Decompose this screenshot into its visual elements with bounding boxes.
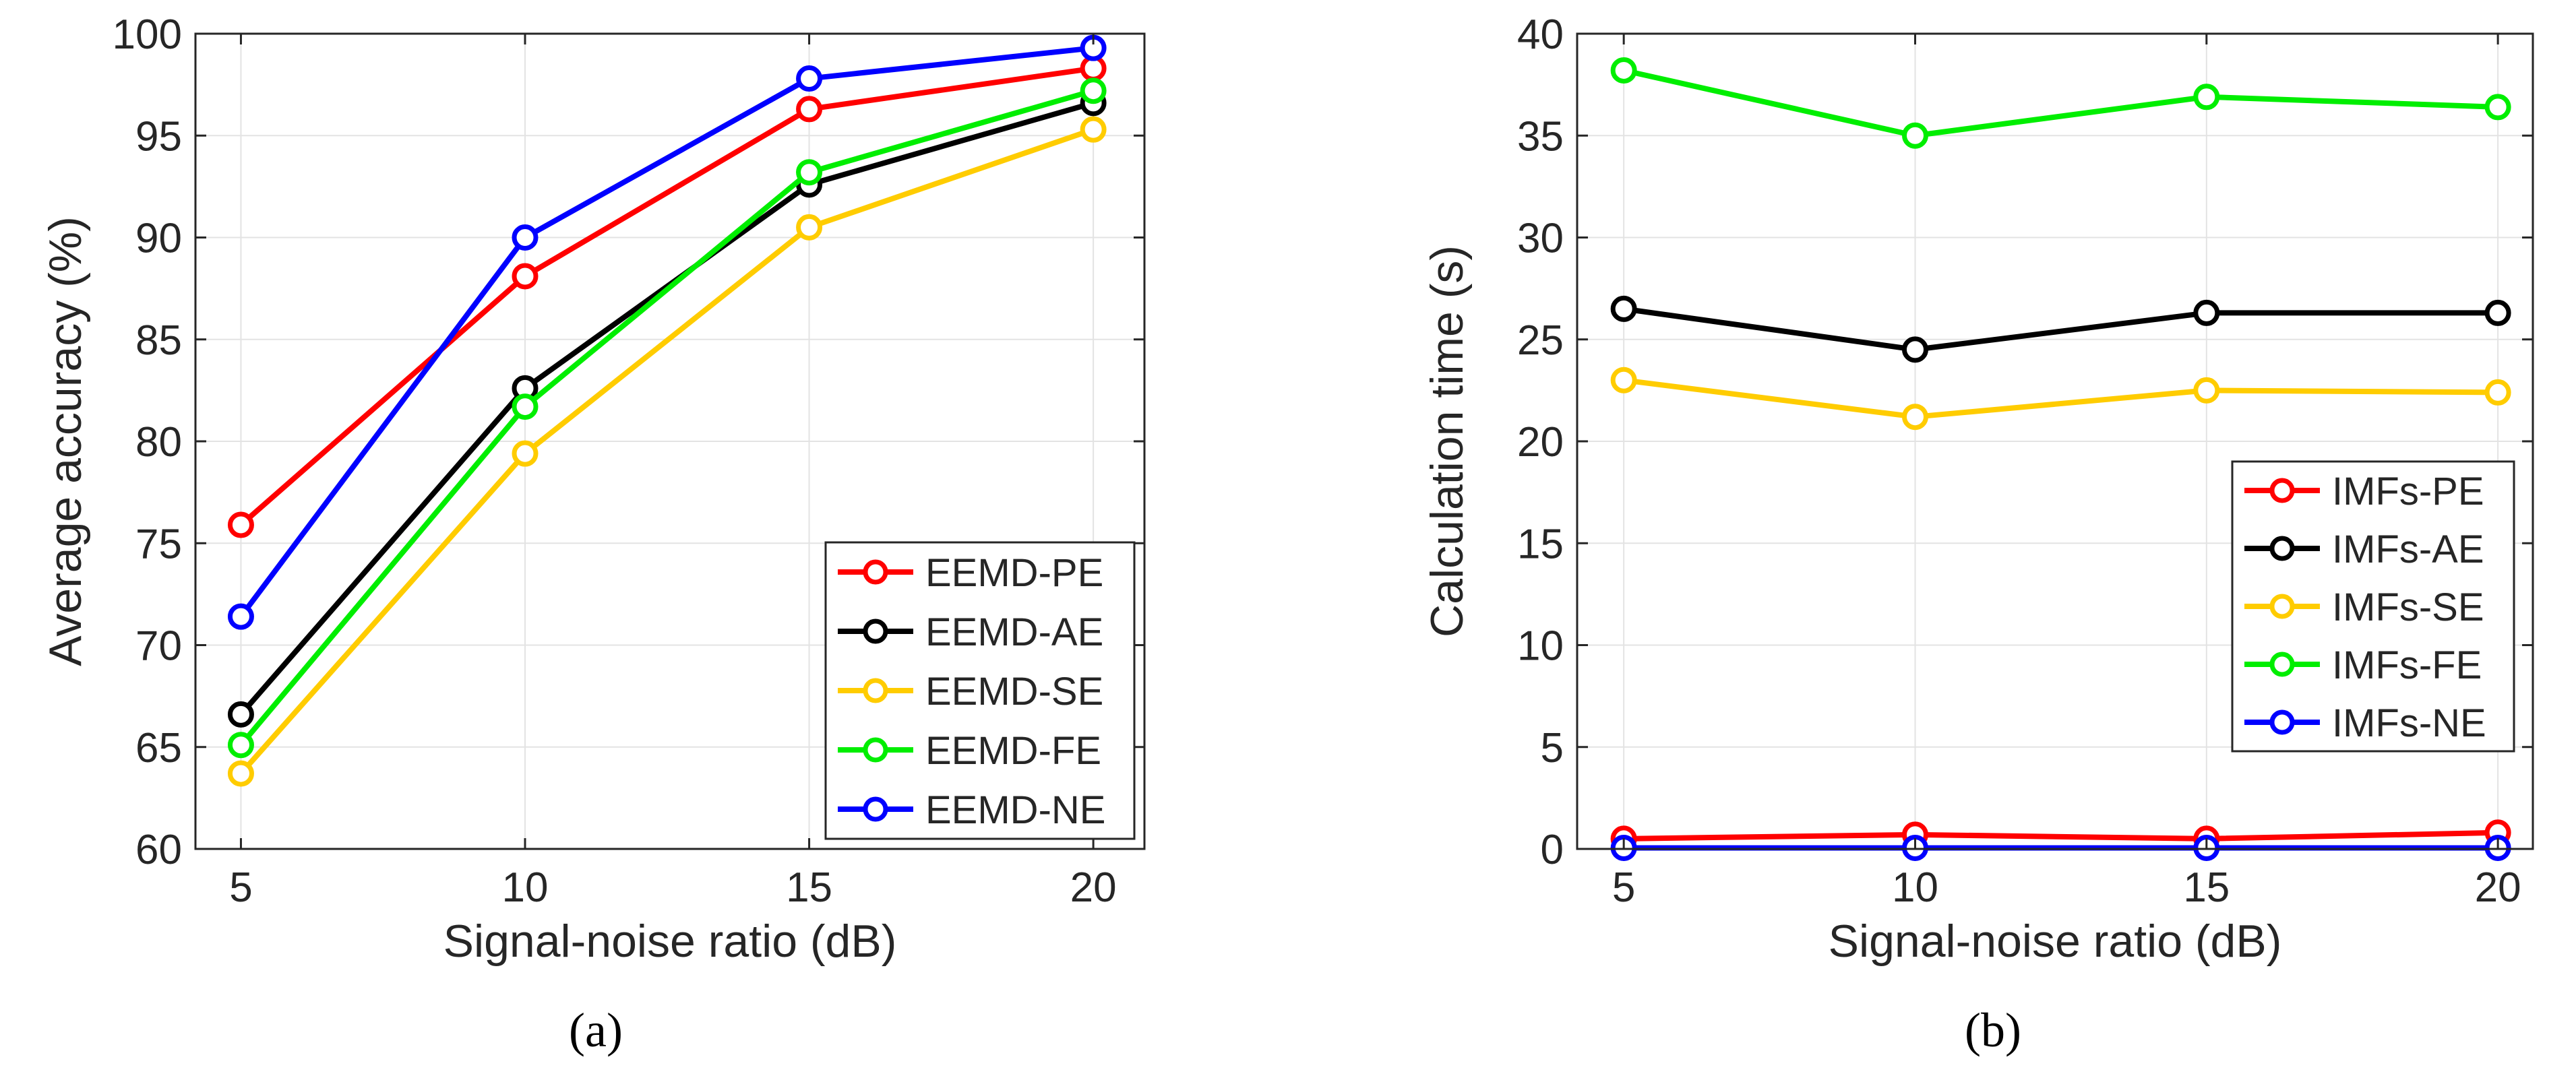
legend-marker-IMFs-AE <box>2269 536 2295 561</box>
y-tick-label: 100 <box>113 11 182 58</box>
data-point-EEMD-SE <box>1080 116 1107 143</box>
x-axis-label: Signal-noise ratio (dB) <box>443 916 897 967</box>
y-tick-label: 10 <box>1517 623 1564 670</box>
y-tick-label: 0 <box>1541 827 1564 873</box>
y-tick-label: 25 <box>1517 317 1564 364</box>
series-line-IMFs-PE <box>1624 829 2498 842</box>
y-tick-label: 35 <box>1517 113 1564 160</box>
x-tick-label: 5 <box>229 864 252 911</box>
data-point-EEMD-SE <box>512 440 539 467</box>
y-axis-label: Calculation time (s) <box>1421 245 1473 637</box>
series-line-EEMD-PE <box>239 65 1094 528</box>
legend-marker-EEMD-AE <box>863 619 888 644</box>
legend-label-EEMD-PE: EEMD-PE <box>925 551 1103 595</box>
data-point-EEMD-PE <box>227 511 254 538</box>
x-tick-label: 20 <box>1070 864 1117 911</box>
y-tick-label: 20 <box>1517 419 1564 466</box>
y-tick-label: 5 <box>1541 725 1564 771</box>
data-point-IMFs-AE <box>2193 299 2220 326</box>
chart-panel-b: 5 10 15 20 0 5 10 15 20 25 30 35 40 Signal-noise rati… <box>1421 11 2534 967</box>
series-line-EEMD-FE <box>239 88 1095 747</box>
y-tick-label: 15 <box>1517 521 1564 567</box>
legend-marker-EEMD-NE <box>863 796 888 822</box>
data-point-IMFs-FE <box>2484 94 2511 121</box>
legend-label-EEMD-SE: EEMD-SE <box>925 670 1103 714</box>
legend-marker-IMFs-SE <box>2269 594 2295 619</box>
data-point-IMFs-FE <box>1610 57 1637 84</box>
legend-marker-IMFs-NE <box>2269 709 2295 735</box>
panel-label-a: (a) <box>569 1003 623 1057</box>
x-tick-label: 20 <box>2475 864 2521 911</box>
data-point-IMFs-SE <box>1901 404 1928 431</box>
data-point-EEMD-FE <box>227 732 254 759</box>
x-tick-label: 15 <box>786 864 832 911</box>
legend-label-IMFs-AE: IMFs-AE <box>2332 528 2484 571</box>
data-point-EEMD-NE <box>227 603 254 630</box>
data-point-EEMD-PE <box>512 263 539 290</box>
data-point-EEMD-SE <box>796 214 823 241</box>
data-point-IMFs-FE <box>2193 84 2220 110</box>
legend-label-IMFs-SE: IMFs-SE <box>2332 585 2484 629</box>
x-tick-label: 5 <box>1612 864 1635 911</box>
legend-label-IMFs-PE: IMFs-PE <box>2332 470 2484 513</box>
legend-label-IMFs-NE: IMFs-NE <box>2332 701 2486 745</box>
y-tick-label: 60 <box>135 827 182 873</box>
legend-label-EEMD-AE: EEMD-AE <box>925 610 1103 654</box>
data-point-EEMD-AE <box>227 701 254 728</box>
data-point-IMFs-FE <box>1901 122 1928 149</box>
data-point-IMFs-AE <box>1610 295 1637 322</box>
legend-marker-IMFs-FE <box>2269 652 2295 677</box>
legend: EEMD-PE EEMD-AE EEMD-SE EEMD-FE EEMD-NE <box>824 541 1136 840</box>
series-line-IMFs-SE <box>1623 377 2498 420</box>
x-tick-label: 10 <box>1892 864 1938 911</box>
y-axis-label: Average accuracy (%) <box>40 216 91 666</box>
data-point-EEMD-SE <box>227 760 254 787</box>
y-tick-label: 40 <box>1517 11 1564 58</box>
series-line-EEMD-SE <box>239 127 1095 775</box>
data-point-EEMD-FE <box>796 159 823 186</box>
series-line-IMFs-FE <box>1623 67 2498 139</box>
data-point-IMFs-SE <box>2484 379 2511 406</box>
data-point-IMFs-SE <box>2193 377 2220 404</box>
data-point-IMFs-AE <box>2484 299 2511 326</box>
legend-label-EEMD-NE: EEMD-NE <box>925 788 1105 832</box>
data-point-IMFs-SE <box>1610 367 1637 393</box>
data-point-EEMD-NE <box>512 224 539 251</box>
legend-marker-EEMD-PE <box>863 559 888 585</box>
series-line-EEMD-NE <box>239 45 1094 619</box>
y-tick-label: 85 <box>135 317 182 364</box>
data-point-IMFs-AE <box>1901 336 1928 363</box>
y-tick-label: 70 <box>135 623 182 670</box>
y-tick-label: 65 <box>135 725 182 771</box>
legend-marker-EEMD-SE <box>863 678 888 703</box>
legend-marker-EEMD-FE <box>863 737 888 763</box>
data-point-EEMD-FE <box>1080 77 1107 104</box>
y-tick-label: 75 <box>135 521 182 567</box>
y-tick-label: 80 <box>135 419 182 466</box>
chart-panel-a: 5 10 15 20 60 65 70 75 80 85 90 95 100 Signal-noise r… <box>40 11 1146 967</box>
y-tick-label: 95 <box>135 113 182 160</box>
data-point-EEMD-PE <box>796 96 823 123</box>
y-tick-label: 30 <box>1517 216 1564 262</box>
legend-label-IMFs-FE: IMFs-FE <box>2332 643 2482 687</box>
legend: IMFs-PE IMFs-AE IMFs-SE IMFs-FE IMFs-NE <box>2231 460 2515 753</box>
legend-label-EEMD-FE: EEMD-FE <box>925 729 1101 773</box>
x-tick-label: 10 <box>502 864 549 911</box>
data-point-EEMD-FE <box>512 393 539 420</box>
data-point-EEMD-NE <box>796 65 823 92</box>
y-tick-label: 90 <box>135 216 182 262</box>
x-axis-label: Signal-noise ratio (dB) <box>1829 916 2282 967</box>
series-line-IMFs-AE <box>1623 306 2498 352</box>
legend-marker-IMFs-PE <box>2269 478 2295 503</box>
panel-label-b: (b) <box>1965 1003 2021 1057</box>
x-tick-label: 15 <box>2183 864 2230 911</box>
